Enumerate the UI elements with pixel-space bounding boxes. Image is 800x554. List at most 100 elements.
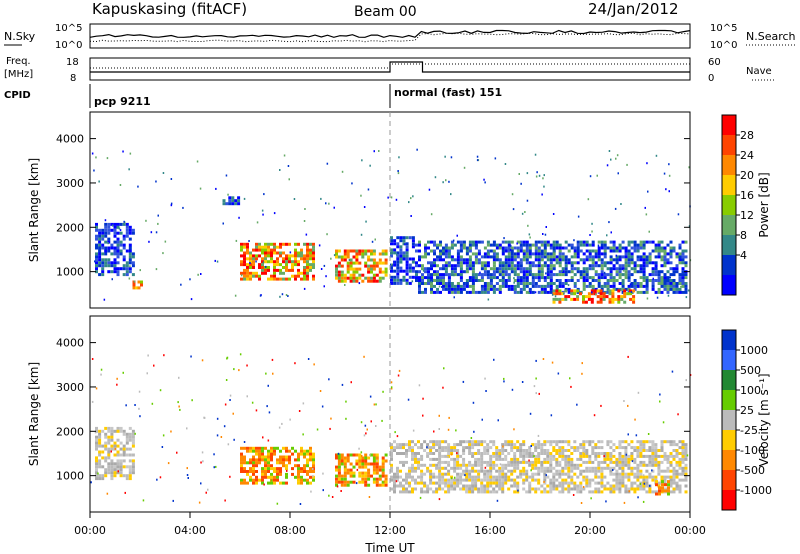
echo-cell (462, 287, 466, 291)
echo-cell (669, 246, 673, 250)
echo-cell (669, 452, 673, 455)
echo-cell (669, 287, 673, 291)
echo-cell (684, 261, 688, 265)
echo-cell (651, 443, 655, 447)
echo-cell (546, 258, 550, 262)
echo-cell (609, 460, 613, 464)
echo-cell (95, 237, 98, 241)
echo-cell (480, 478, 484, 482)
echo-cell (573, 267, 577, 271)
echo-cell (642, 258, 646, 262)
echo-speck (182, 206, 184, 209)
echo-speck (412, 429, 415, 432)
echo-cell (447, 252, 451, 256)
echo-cell (405, 269, 409, 273)
echo-cell (555, 255, 559, 259)
echo-cell (128, 249, 132, 253)
echo-cell (477, 472, 481, 476)
echo-speck (649, 484, 651, 487)
echo-cell (642, 240, 646, 244)
y-tick-label: 1000 (56, 266, 84, 279)
echo-cell (378, 468, 382, 472)
echo-cell (552, 289, 556, 293)
echo-cell (393, 481, 396, 485)
echo-cell (534, 487, 538, 491)
echo-cell (95, 252, 98, 256)
echo-cell (456, 252, 460, 256)
echo-cell (639, 475, 643, 479)
echo-cell (667, 489, 670, 493)
echo-cell (660, 449, 664, 452)
echo-cell (504, 282, 508, 285)
echo-cell (669, 255, 673, 259)
echo-cell (657, 270, 661, 274)
echo-cell (444, 472, 448, 476)
echo-cell (537, 267, 541, 271)
echo-cell (564, 279, 568, 282)
echo-speck (157, 214, 159, 217)
echo-cell (606, 261, 610, 265)
echo-cell (456, 463, 460, 467)
echo-cell (645, 481, 649, 485)
echo-cell (364, 462, 368, 466)
echo-cell (522, 472, 526, 476)
echo-cell (546, 273, 550, 277)
echo-cell (648, 449, 652, 452)
echo-cell (609, 261, 613, 265)
echo-speck (262, 436, 264, 439)
echo-cell (450, 264, 454, 268)
echo-cell (471, 290, 475, 294)
echo-cell (633, 264, 637, 268)
echo-speck (493, 358, 495, 361)
echo-cell (441, 475, 445, 479)
echo-cell (439, 258, 442, 262)
echo-cell (639, 240, 643, 244)
echo-speck (524, 211, 526, 213)
echo-speck (119, 229, 122, 232)
echo-speck (325, 275, 327, 278)
echo-cell (639, 469, 643, 473)
echo-cell (402, 487, 405, 491)
echo-cell (579, 457, 583, 461)
echo-speck (533, 455, 535, 458)
echo-speck (285, 261, 288, 264)
echo-cell (543, 487, 547, 491)
echo-cell (618, 267, 622, 271)
echo-cell (587, 292, 591, 296)
echo-cell (432, 452, 436, 455)
echo-cell (399, 248, 403, 252)
echo-cell (564, 258, 568, 262)
echo-cell (519, 460, 523, 464)
echo-cell (337, 273, 341, 277)
echo-cell (116, 255, 120, 259)
echo-cell (107, 447, 111, 451)
echo-cell (285, 254, 288, 258)
echo-cell (516, 267, 520, 271)
echo-cell (522, 449, 526, 452)
echo-cell (432, 475, 436, 479)
echo-cell (243, 271, 246, 275)
echo-cell (675, 284, 679, 288)
echo-cell (615, 273, 619, 277)
echo-cell (447, 443, 451, 447)
echo-cell (474, 273, 478, 277)
echo-cell (534, 282, 538, 285)
echo-cell (439, 252, 442, 256)
echo-cell (618, 481, 622, 485)
echo-cell (450, 284, 454, 288)
echo-speck (530, 271, 532, 274)
echo-cell (594, 452, 598, 455)
echo-cell (128, 237, 132, 241)
echo-cell (486, 460, 490, 464)
echo-cell (609, 472, 613, 476)
echo-cell (531, 475, 535, 479)
echo-cell (261, 452, 264, 456)
echo-cell (436, 282, 439, 285)
colorbar-tick-label: 100 (740, 384, 761, 397)
echo-cell (101, 261, 105, 265)
echo-cell (393, 251, 397, 255)
echo-cell (447, 446, 451, 450)
echo-cell (597, 460, 601, 464)
echo-cell (95, 222, 98, 226)
